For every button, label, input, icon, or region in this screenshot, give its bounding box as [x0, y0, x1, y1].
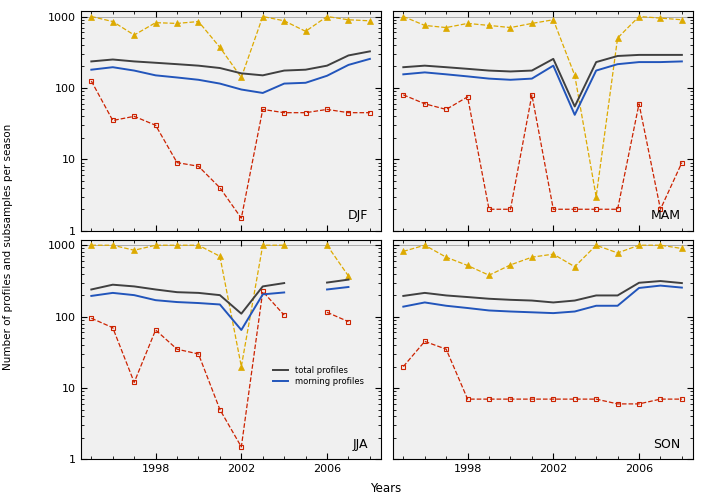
Text: Years: Years: [370, 482, 401, 493]
Text: DJF: DJF: [348, 209, 369, 222]
Text: SON: SON: [653, 438, 681, 451]
Text: Number of profiles and subsamples per season: Number of profiles and subsamples per se…: [4, 123, 13, 370]
Legend: total profiles, morning profiles: total profiles, morning profiles: [270, 362, 367, 389]
Text: JJA: JJA: [353, 438, 369, 451]
Text: MAM: MAM: [651, 209, 681, 222]
